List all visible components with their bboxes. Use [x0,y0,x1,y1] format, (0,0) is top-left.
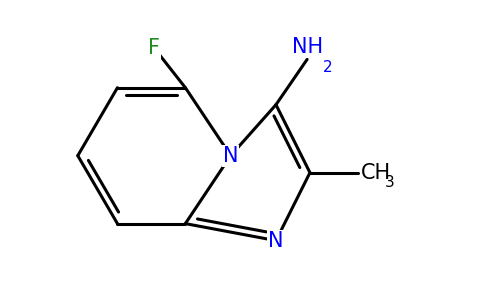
Text: N: N [223,146,239,166]
Text: CH: CH [361,163,391,183]
Text: 2: 2 [323,60,333,75]
Text: NH: NH [291,37,323,57]
Text: N: N [268,231,284,250]
Text: 3: 3 [385,175,394,190]
Text: F: F [148,38,160,58]
